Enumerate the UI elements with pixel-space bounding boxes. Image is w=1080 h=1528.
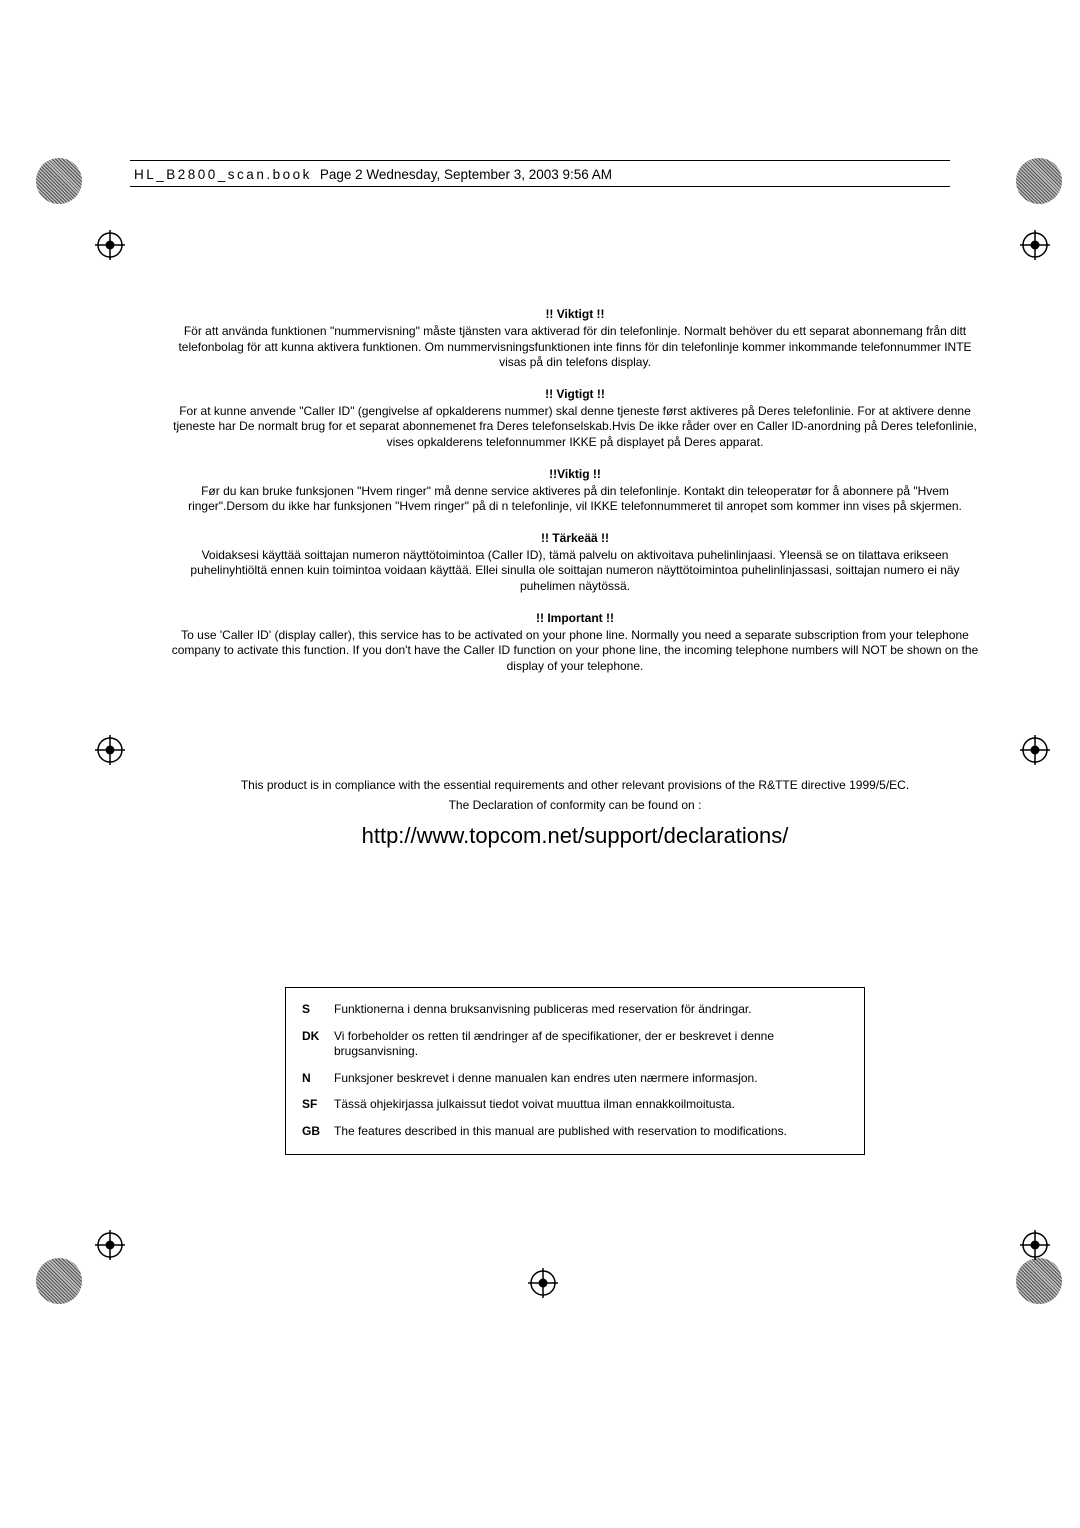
section-body: For at kunne anvende "Caller ID" (gengiv… [165,404,985,451]
crop-mark [1020,230,1050,260]
disclaimer-text: Vi forbeholder os retten til ændringer a… [334,1029,848,1060]
page: HL_B2800_scan.book Page 2 Wednesday, Sep… [0,0,1080,1528]
content-area: !! Viktigt !! För att använda funktionen… [165,307,985,690]
compliance-line2: The Declaration of conformity can be fou… [165,797,985,813]
section-title: !! Vigtigt !! [165,387,985,401]
crop-ornament-tl [36,158,82,204]
disclaimer-row: SF Tässä ohjekirjassa julkaissut tiedot … [302,1097,848,1113]
section-body: To use 'Caller ID' (display caller), thi… [165,628,985,675]
crop-mark [95,230,125,260]
disclaimer-row: DK Vi forbeholder os retten til ændringe… [302,1029,848,1060]
disclaimer-text: The features described in this manual ar… [334,1124,787,1140]
disclaimer-text: Funksjoner beskrevet i denne manualen ka… [334,1071,758,1087]
section-n: !!Viktig !! Før du kan bruke funksjonen … [165,467,985,515]
compliance-url: http://www.topcom.net/support/declaratio… [165,823,985,849]
crop-mark [95,1230,125,1260]
lang-code: S [302,1002,334,1018]
section-title: !!Viktig !! [165,467,985,481]
section-title: !! Tärkeää !! [165,531,985,545]
section-sf: !! Tärkeää !! Voidaksesi käyttää soittaj… [165,531,985,595]
compliance-line1: This product is in compliance with the e… [165,777,985,793]
crop-mark [528,1268,558,1298]
compliance-section: This product is in compliance with the e… [165,777,985,849]
disclaimer-text: Funktionerna i denna bruksanvisning publ… [334,1002,752,1018]
section-dk: !! Vigtigt !! For at kunne anvende "Call… [165,387,985,451]
page-header: HL_B2800_scan.book Page 2 Wednesday, Sep… [130,160,950,187]
section-body: För att använda funktionen "nummervisnin… [165,324,985,371]
header-meta: Page 2 Wednesday, September 3, 2003 9:56… [320,167,612,182]
disclaimer-row: S Funktionerna i denna bruksanvisning pu… [302,1002,848,1018]
disclaimer-row: GB The features described in this manual… [302,1124,848,1140]
lang-code: SF [302,1097,334,1113]
crop-ornament-bl [36,1258,82,1304]
lang-code: GB [302,1124,334,1140]
section-body: Før du kan bruke funksjonen "Hvem ringer… [165,484,985,515]
section-gb: !! Important !! To use 'Caller ID' (disp… [165,611,985,675]
crop-ornament-tr [1016,158,1062,204]
crop-ornament-br [1016,1258,1062,1304]
section-title: !! Viktigt !! [165,307,985,321]
disclaimer-text: Tässä ohjekirjassa julkaissut tiedot voi… [334,1097,735,1113]
lang-code: DK [302,1029,334,1060]
crop-mark [95,735,125,765]
section-s: !! Viktigt !! För att använda funktionen… [165,307,985,371]
crop-mark [1020,1230,1050,1260]
header-filename: HL_B2800_scan.book [134,167,312,182]
disclaimer-row: N Funksjoner beskrevet i denne manualen … [302,1071,848,1087]
crop-mark [1020,735,1050,765]
section-title: !! Important !! [165,611,985,625]
lang-code: N [302,1071,334,1087]
section-body: Voidaksesi käyttää soittajan numeron näy… [165,548,985,595]
language-disclaimer-box: S Funktionerna i denna bruksanvisning pu… [285,987,865,1155]
